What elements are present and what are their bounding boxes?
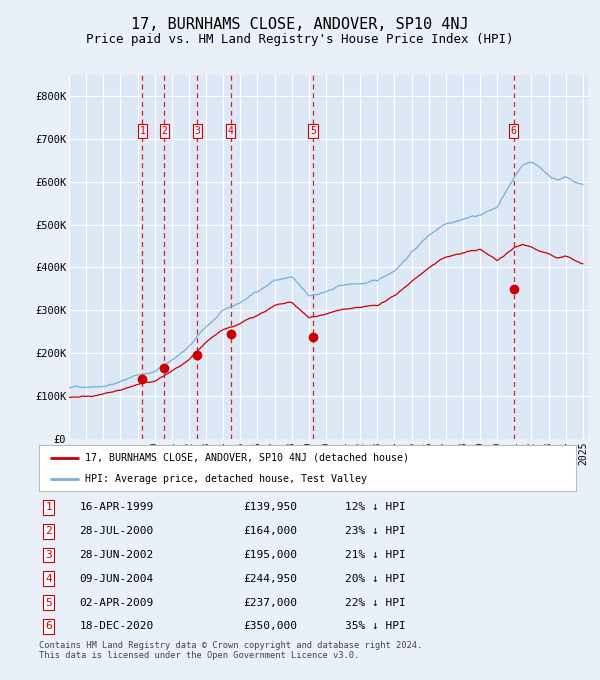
Text: £350,000: £350,000 [243, 622, 297, 632]
Text: 17, BURNHAMS CLOSE, ANDOVER, SP10 4NJ (detached house): 17, BURNHAMS CLOSE, ANDOVER, SP10 4NJ (d… [85, 453, 409, 462]
Text: £195,000: £195,000 [243, 550, 297, 560]
Text: 28-JUL-2000: 28-JUL-2000 [79, 526, 154, 537]
Text: 6: 6 [45, 622, 52, 632]
Text: 5: 5 [45, 598, 52, 608]
Text: 12% ↓ HPI: 12% ↓ HPI [345, 503, 406, 513]
Text: 16-APR-1999: 16-APR-1999 [79, 503, 154, 513]
Text: £244,950: £244,950 [243, 574, 297, 584]
Text: 21% ↓ HPI: 21% ↓ HPI [345, 550, 406, 560]
Text: 3: 3 [194, 126, 200, 136]
Text: 20% ↓ HPI: 20% ↓ HPI [345, 574, 406, 584]
Text: £139,950: £139,950 [243, 503, 297, 513]
Text: 4: 4 [45, 574, 52, 584]
Text: 5: 5 [310, 126, 316, 136]
Text: Price paid vs. HM Land Registry's House Price Index (HPI): Price paid vs. HM Land Registry's House … [86, 33, 514, 46]
Text: 1: 1 [45, 503, 52, 513]
Text: 23% ↓ HPI: 23% ↓ HPI [345, 526, 406, 537]
Text: Contains HM Land Registry data © Crown copyright and database right 2024.
This d: Contains HM Land Registry data © Crown c… [39, 641, 422, 660]
Text: 2: 2 [45, 526, 52, 537]
Text: 02-APR-2009: 02-APR-2009 [79, 598, 154, 608]
Text: 35% ↓ HPI: 35% ↓ HPI [345, 622, 406, 632]
Text: 1: 1 [140, 126, 145, 136]
Text: 3: 3 [45, 550, 52, 560]
Text: 18-DEC-2020: 18-DEC-2020 [79, 622, 154, 632]
Text: 09-JUN-2004: 09-JUN-2004 [79, 574, 154, 584]
Text: 6: 6 [511, 126, 517, 136]
Text: 4: 4 [228, 126, 233, 136]
Text: HPI: Average price, detached house, Test Valley: HPI: Average price, detached house, Test… [85, 475, 367, 484]
Text: 2: 2 [161, 126, 167, 136]
Text: 17, BURNHAMS CLOSE, ANDOVER, SP10 4NJ: 17, BURNHAMS CLOSE, ANDOVER, SP10 4NJ [131, 17, 469, 32]
Text: £237,000: £237,000 [243, 598, 297, 608]
Text: 22% ↓ HPI: 22% ↓ HPI [345, 598, 406, 608]
Text: £164,000: £164,000 [243, 526, 297, 537]
Text: 28-JUN-2002: 28-JUN-2002 [79, 550, 154, 560]
